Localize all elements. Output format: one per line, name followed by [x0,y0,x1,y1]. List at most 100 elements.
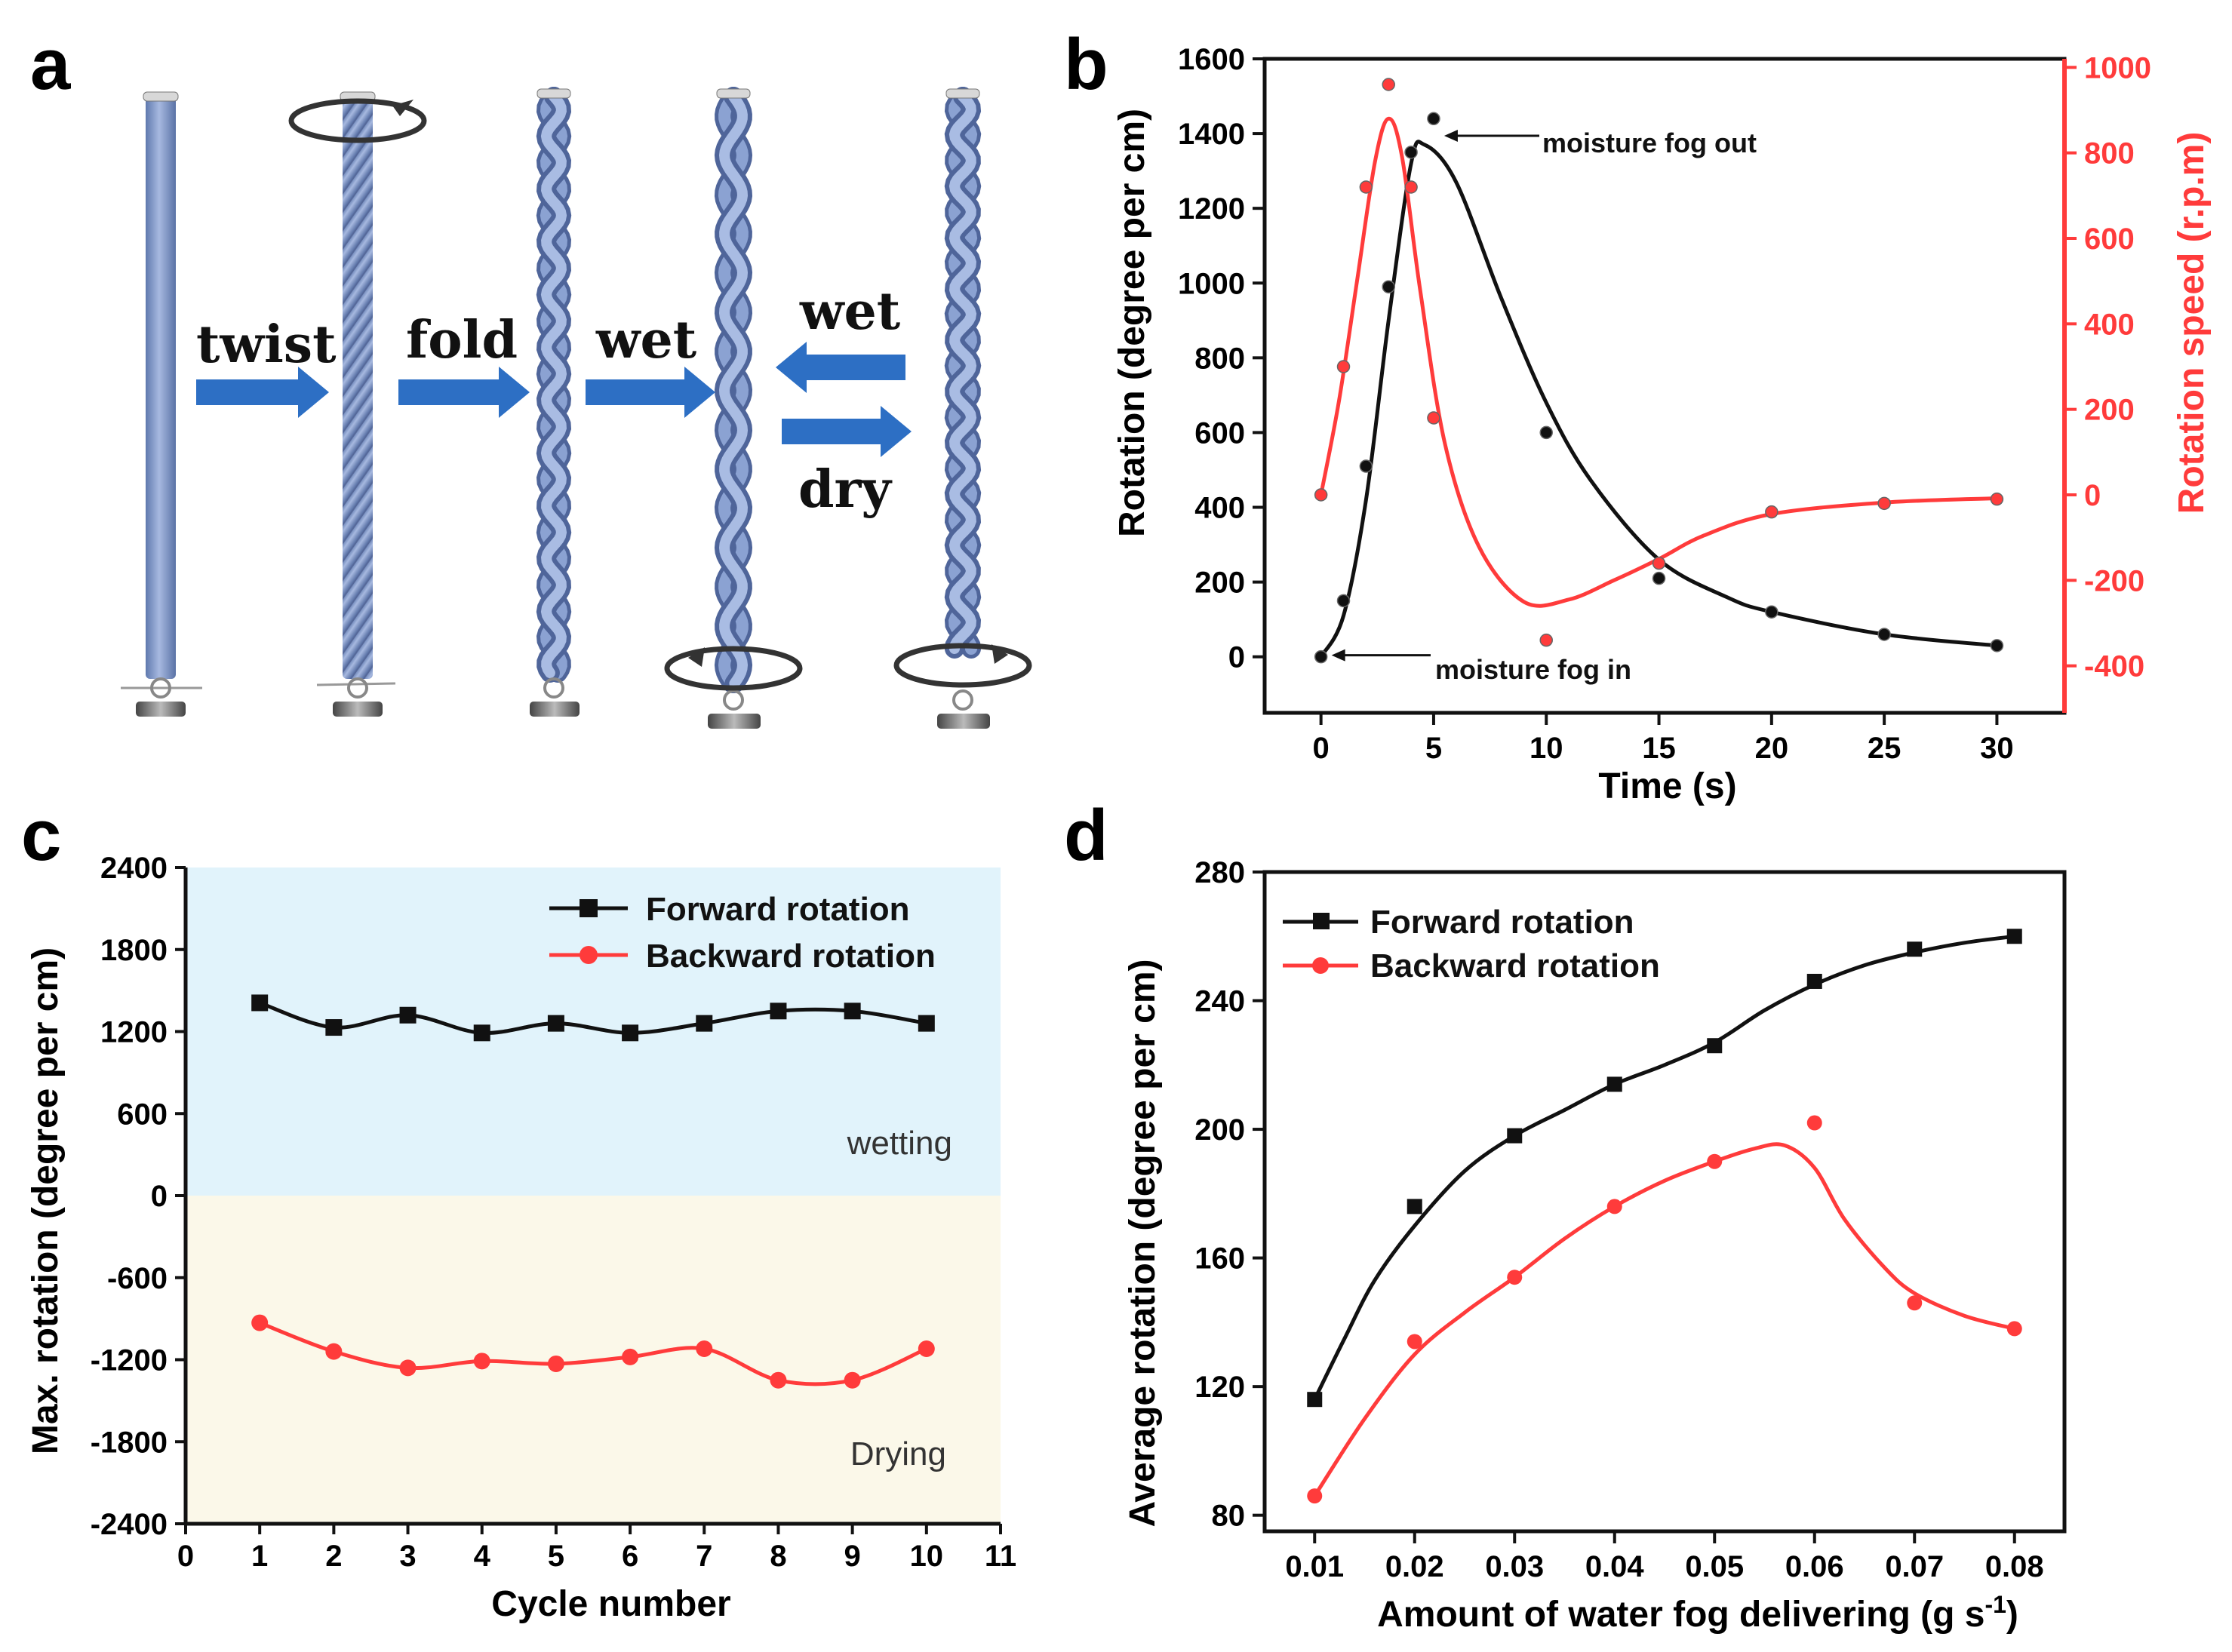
panel-b-chart: b 0 5 10 15 20 25 30 0 200 400 600 800 1000 1200 1400 1… [1064,24,2212,806]
y-tick-label: 0 [151,1180,168,1213]
x-axis-label: Amount of water fog delivering (g s-1) [1377,1591,2018,1635]
fiber-twisted [288,91,427,717]
series-line [1319,140,1997,659]
data-point-square [1507,1128,1523,1144]
y-tick-label: -1800 [91,1426,168,1459]
legend: Forward rotation Backward rotation [1283,904,1660,984]
data-point-circle [622,1348,639,1365]
fiber-folded [536,87,572,683]
arrow-wet-right: wet [586,310,715,418]
panel-d-chart: d 0.01 0.02 0.03 0.04 0.05 0.06 0.07 0.08 80 120 1… [1064,795,2067,1635]
plot-frame [1262,870,2067,1534]
data-point-square [696,1015,713,1032]
x-axis-label: Cycle number [491,1584,730,1624]
y-tick-label: 200 [1194,567,1245,600]
rotation-arrow-icon [893,643,1032,688]
y2-tick-label: 200 [2084,394,2135,427]
data-point-square [547,1015,564,1032]
label-dry: dry [798,459,893,520]
y2-tick-label: -200 [2084,564,2144,597]
panel-b-letter: b [1064,24,1108,105]
x-axis-label: Time (s) [1598,766,1736,806]
data-point [1765,605,1779,619]
y2-tick-label: -400 [2084,650,2144,683]
data-point [1404,146,1418,159]
data-point-circle [1507,1270,1523,1285]
panel-a-letter: a [30,24,71,105]
data-point-circle [547,1355,564,1372]
plot-points [1307,929,2022,1504]
data-point-circle [1907,1295,1923,1311]
legend-marker-circle [580,946,598,964]
y-tick-label: 1200 [1178,192,1245,226]
plot-curves [1313,934,2015,1497]
data-point-square [1707,1038,1723,1054]
data-point-square [622,1024,639,1042]
data-point-circle [770,1371,787,1389]
x-tick-label: 30 [1980,732,2014,765]
region-label-drying: Drying [850,1436,946,1472]
fiber-ends [530,88,1032,729]
data-point-circle [1806,1115,1822,1131]
x-tick-label: 5 [548,1540,564,1573]
annotations: moisture fog out moisture fog in [1331,127,1757,685]
y-tick-label: 240 [1194,985,1245,1018]
x-tick-label: 20 [1755,732,1789,765]
x-tick-label: 0 [1313,732,1330,765]
data-point [1990,492,2004,506]
x-tick-label: 3 [399,1540,416,1573]
x-tick-label: 8 [770,1540,786,1573]
data-point [1336,360,1351,373]
data-point [1539,425,1553,440]
arrow-dry: dry [782,406,912,520]
x-tick-label: 25 [1868,732,1902,765]
data-point-circle [1606,1199,1622,1214]
data-point [1877,496,1891,511]
strand-front-highlight [718,91,749,689]
legend-backward: Backward rotation [646,938,936,975]
data-point-square [251,994,269,1012]
y-tick-label: -2400 [91,1508,168,1541]
legend-marker-circle [1312,957,1329,974]
data-point-square [1606,1076,1622,1092]
y-tick-label: 600 [117,1098,168,1131]
data-point-circle [696,1340,713,1357]
x-tick-label: 0.02 [1385,1550,1444,1583]
rotation-arrow-icon [288,98,427,143]
x-tick-label: 0.03 [1485,1550,1544,1583]
x-tick-label: 10 [1530,732,1563,765]
data-point-circle [325,1343,343,1360]
legend-marker-square [580,899,598,917]
data-point-square [844,1003,861,1020]
data-point-square [770,1003,787,1020]
data-point-circle [918,1340,935,1357]
y-tick-label: 400 [1194,492,1245,525]
y-tick-label: 0 [1228,641,1245,674]
x-tick-label: 0.04 [1585,1550,1645,1583]
plot-points [251,994,935,1389]
wetting-region [186,867,1001,1196]
y-tick-label: 160 [1194,1242,1245,1276]
x-tick-label: 10 [910,1540,944,1573]
strand-front-highlight [540,91,567,678]
y-tick-label: 120 [1194,1371,1245,1404]
data-point [1359,459,1373,473]
data-point-circle [1707,1153,1723,1169]
axis-ticks: 0 1 2 3 4 5 6 7 8 9 10 11 -2400 -1800 -1200 -600 0 600 120… [91,852,1016,1573]
data-point [1336,594,1351,608]
panel-d-letter: d [1064,795,1108,876]
data-point [1404,180,1418,194]
data-point-circle [1407,1334,1422,1350]
x-tick-label: 0.01 [1285,1550,1344,1583]
x-tick-label: 0 [177,1540,194,1573]
y-tick-label: 2400 [100,852,168,885]
legend: Forward rotation Backward rotation [549,891,936,975]
legend-backward: Backward rotation [1370,947,1660,984]
series-line [259,1001,927,1035]
data-point [1359,180,1373,194]
rotation-arrow-icon [664,646,803,691]
data-point [1990,639,2004,653]
fiber-dry [944,87,982,659]
data-point-circle [399,1359,417,1377]
